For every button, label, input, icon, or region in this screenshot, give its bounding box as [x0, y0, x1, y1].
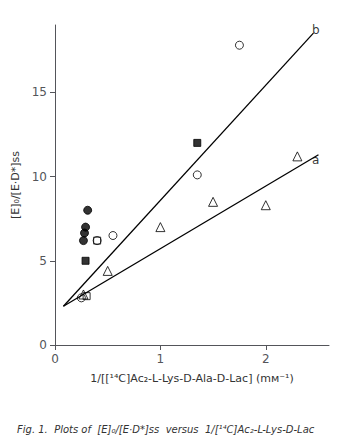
svg-text:Fig. 1. Plots of [E]₀/[E·D*]: Fig. 1. Plots of [E]₀/[E·D*]ss versus 1/… — [17, 424, 315, 435]
svg-text:2: 2 — [262, 352, 270, 366]
svg-text:a: a — [312, 153, 319, 167]
svg-text:1: 1 — [157, 352, 165, 366]
svg-text:10: 10 — [32, 170, 47, 184]
svg-text:0: 0 — [51, 352, 59, 366]
svg-text:0: 0 — [39, 338, 47, 352]
svg-text:[E]₀/[E·D*]ss: [E]₀/[E·D*]ss — [9, 151, 22, 219]
svg-text:b: b — [312, 23, 320, 37]
svg-text:1/[[¹⁴C]Ac₂-L-Lys-D-Ala-D-Lac]: 1/[[¹⁴C]Ac₂-L-Lys-D-Ala-D-Lac] (mм⁻¹) — [90, 372, 294, 385]
svg-text:15: 15 — [32, 85, 47, 99]
svg-text:5: 5 — [39, 254, 47, 268]
